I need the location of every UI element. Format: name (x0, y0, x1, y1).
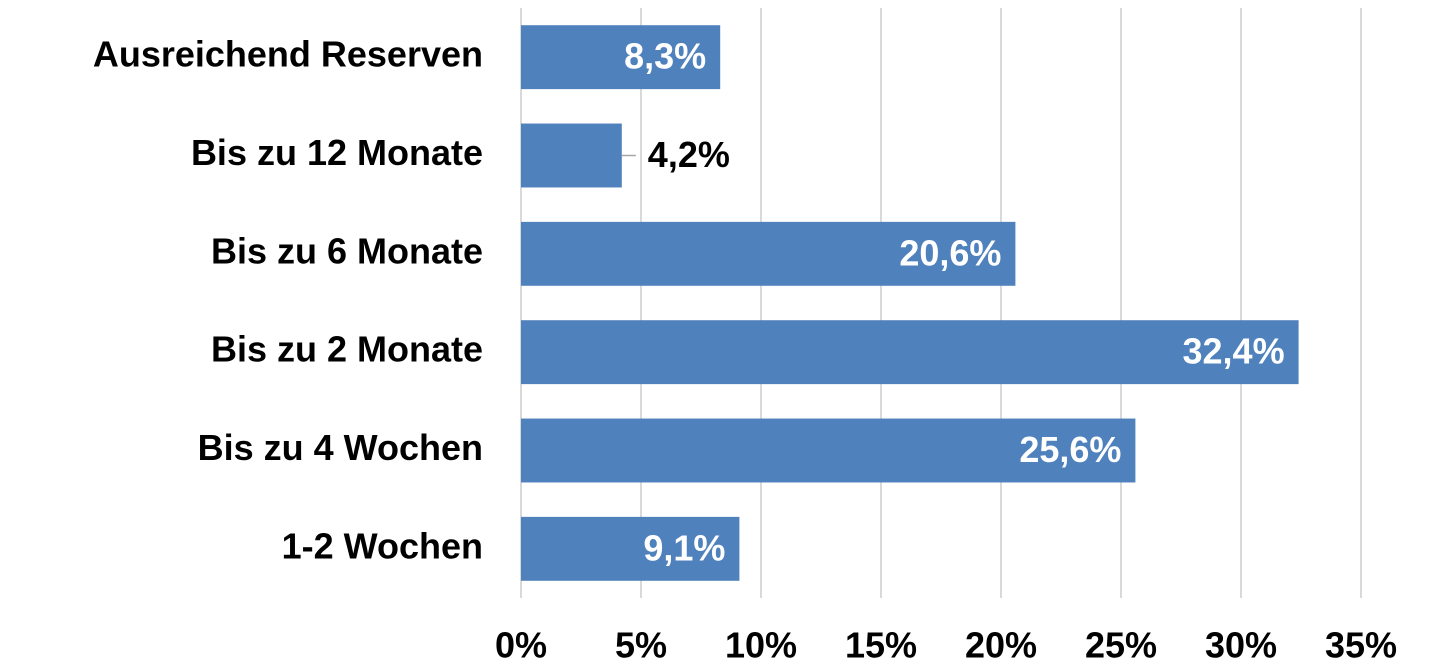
data-label: 25,6% (1019, 429, 1121, 470)
bar (521, 221, 1016, 286)
x-tick-label: 0% (495, 625, 547, 666)
x-tick-label: 25% (1085, 625, 1157, 666)
y-tick-label: Bis zu 4 Wochen (198, 427, 483, 468)
y-tick-label: Bis zu 12 Monate (191, 132, 483, 173)
bar (521, 25, 721, 90)
x-tick-label: 20% (965, 625, 1037, 666)
data-label: 9,1% (643, 527, 725, 568)
data-label: 8,3% (624, 36, 706, 77)
x-tick-label: 15% (845, 625, 917, 666)
y-tick-label: Bis zu 6 Monate (211, 230, 483, 271)
data-label: 32,4% (1183, 331, 1285, 372)
x-tick-label: 10% (725, 625, 797, 666)
x-tick-label: 5% (615, 625, 667, 666)
x-tick-label: 35% (1325, 625, 1397, 666)
y-tick-label: Ausreichend Reserven (93, 34, 483, 75)
x-tick-label: 30% (1205, 625, 1277, 666)
y-tick-label: 1-2 Wochen (282, 525, 483, 566)
y-tick-label: Bis zu 2 Monate (211, 329, 483, 370)
data-label: 20,6% (899, 232, 1001, 273)
bar (521, 516, 740, 581)
bar (521, 123, 622, 188)
bar (521, 418, 1136, 483)
data-label: 4,2% (648, 134, 730, 175)
bar (521, 320, 1299, 385)
